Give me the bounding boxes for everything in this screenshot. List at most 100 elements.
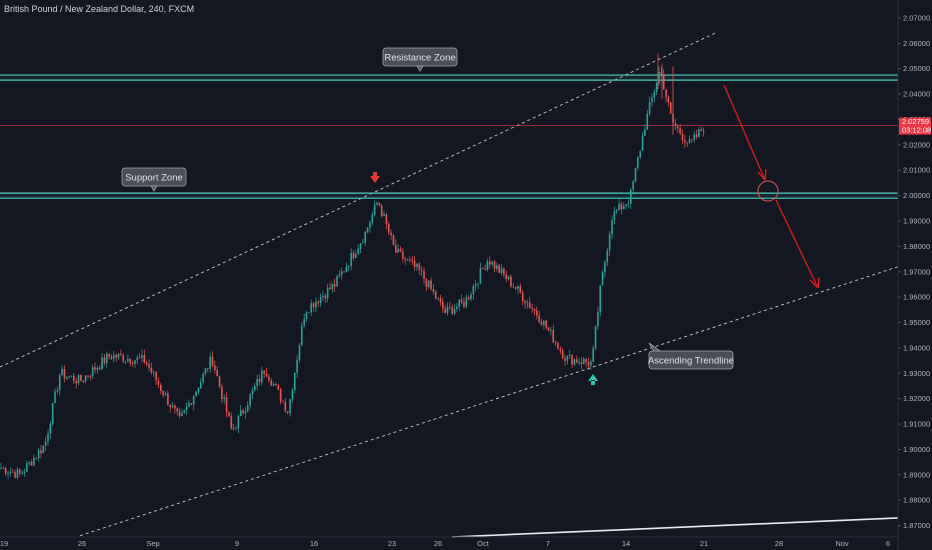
candle-body — [406, 259, 409, 261]
candle-body — [77, 374, 80, 384]
resistance-zone-callout[interactable]: Resistance Zone — [382, 47, 458, 72]
candle-body — [597, 312, 599, 327]
candle-body — [481, 268, 484, 269]
candle-body — [160, 384, 162, 391]
y-tick-label: 1.97000 — [903, 267, 930, 276]
candle-body — [310, 303, 312, 313]
candle-body — [202, 373, 204, 382]
candle-body — [524, 301, 526, 304]
trendline-callout[interactable]: Ascending Trendline — [648, 342, 734, 370]
target-circle[interactable] — [757, 180, 779, 202]
support-zone-fill — [0, 193, 898, 199]
candle-body — [630, 189, 632, 204]
projection-arrow-2[interactable] — [775, 199, 819, 289]
support-zone-callout[interactable]: Support Zone — [121, 167, 187, 192]
y-tick-label: 1.93000 — [903, 369, 930, 378]
x-tick-label: 7 — [546, 539, 550, 548]
candle-body — [350, 252, 352, 266]
candle-body — [152, 371, 155, 373]
candle-body — [477, 283, 479, 285]
resistance-zone-fill — [0, 75, 898, 81]
candle-body — [484, 268, 486, 270]
candle-body — [221, 386, 223, 400]
candle-body — [498, 265, 500, 273]
ascending-trendline[interactable] — [79, 266, 899, 537]
candle-body — [503, 268, 505, 275]
candle-body — [557, 342, 559, 349]
candle-body — [37, 450, 40, 459]
candle-body — [197, 388, 200, 392]
candle-body — [58, 375, 61, 390]
candle-body — [82, 380, 85, 382]
candle-body — [536, 310, 538, 316]
y-tick-label: 1.98000 — [903, 242, 930, 251]
candle-body — [465, 297, 468, 307]
trendline-layer — [0, 32, 899, 538]
candle-body — [4, 467, 7, 474]
callout-label: Ascending Trendline — [648, 356, 734, 367]
candle-body — [207, 368, 209, 370]
candle-body — [340, 271, 343, 275]
long-term-trendline[interactable] — [451, 517, 899, 538]
callout-label: Support Zone — [125, 173, 183, 184]
candle-body — [686, 142, 688, 144]
current-price-tag — [899, 117, 931, 135]
candle-body — [49, 424, 52, 434]
candle-body — [84, 375, 87, 382]
up-arrow-icon — [588, 374, 598, 385]
candle-body — [679, 128, 681, 134]
candle-body — [698, 129, 700, 137]
candle-body — [592, 348, 594, 362]
candle-body — [9, 471, 12, 474]
candle-body — [587, 362, 590, 366]
candle-body — [235, 428, 237, 430]
candle-body — [131, 363, 134, 364]
candle-body — [185, 406, 188, 411]
candle-body — [611, 220, 613, 235]
candle-body — [491, 261, 493, 265]
countdown-label: 03:12:08 — [902, 126, 931, 135]
candle-body — [298, 345, 301, 361]
candle-body — [0, 467, 2, 469]
candle-body — [14, 471, 16, 478]
candle-body — [545, 320, 547, 328]
candle-body — [474, 284, 477, 287]
candle-body — [275, 383, 277, 385]
candle-body — [75, 381, 77, 384]
candle-body — [599, 285, 602, 313]
candle-body — [246, 405, 249, 412]
candle-body — [26, 463, 28, 472]
candle-body — [188, 403, 190, 407]
upper-channel-line[interactable] — [0, 32, 716, 368]
y-tick-label: 1.87000 — [903, 521, 930, 530]
candle-body — [458, 299, 461, 307]
candle-body — [293, 372, 296, 391]
candle-body — [669, 102, 672, 114]
x-tick-label: 23 — [388, 539, 396, 548]
candle-body — [571, 354, 573, 365]
candle-body — [263, 370, 265, 374]
candle-body — [61, 368, 63, 376]
candle-body — [286, 411, 289, 414]
candle-body — [677, 126, 679, 129]
candle-body — [237, 416, 240, 429]
candle-body — [416, 263, 418, 267]
candle-body — [268, 376, 270, 381]
projection-arrow-1[interactable] — [723, 84, 766, 181]
candle-body — [138, 357, 141, 359]
candle-body — [446, 306, 449, 313]
candle-body — [348, 265, 350, 267]
candle-body — [120, 353, 122, 356]
down-arrow-icon — [370, 172, 380, 183]
candle-body — [521, 292, 524, 302]
candle-body — [157, 380, 160, 385]
candle-body — [239, 410, 242, 417]
candle-body — [343, 271, 345, 273]
candle-body — [190, 403, 193, 405]
candle-body — [496, 265, 498, 269]
candle-body — [209, 356, 211, 370]
candle-body — [622, 206, 625, 210]
candle-body — [451, 307, 453, 314]
candle-body — [21, 473, 23, 475]
